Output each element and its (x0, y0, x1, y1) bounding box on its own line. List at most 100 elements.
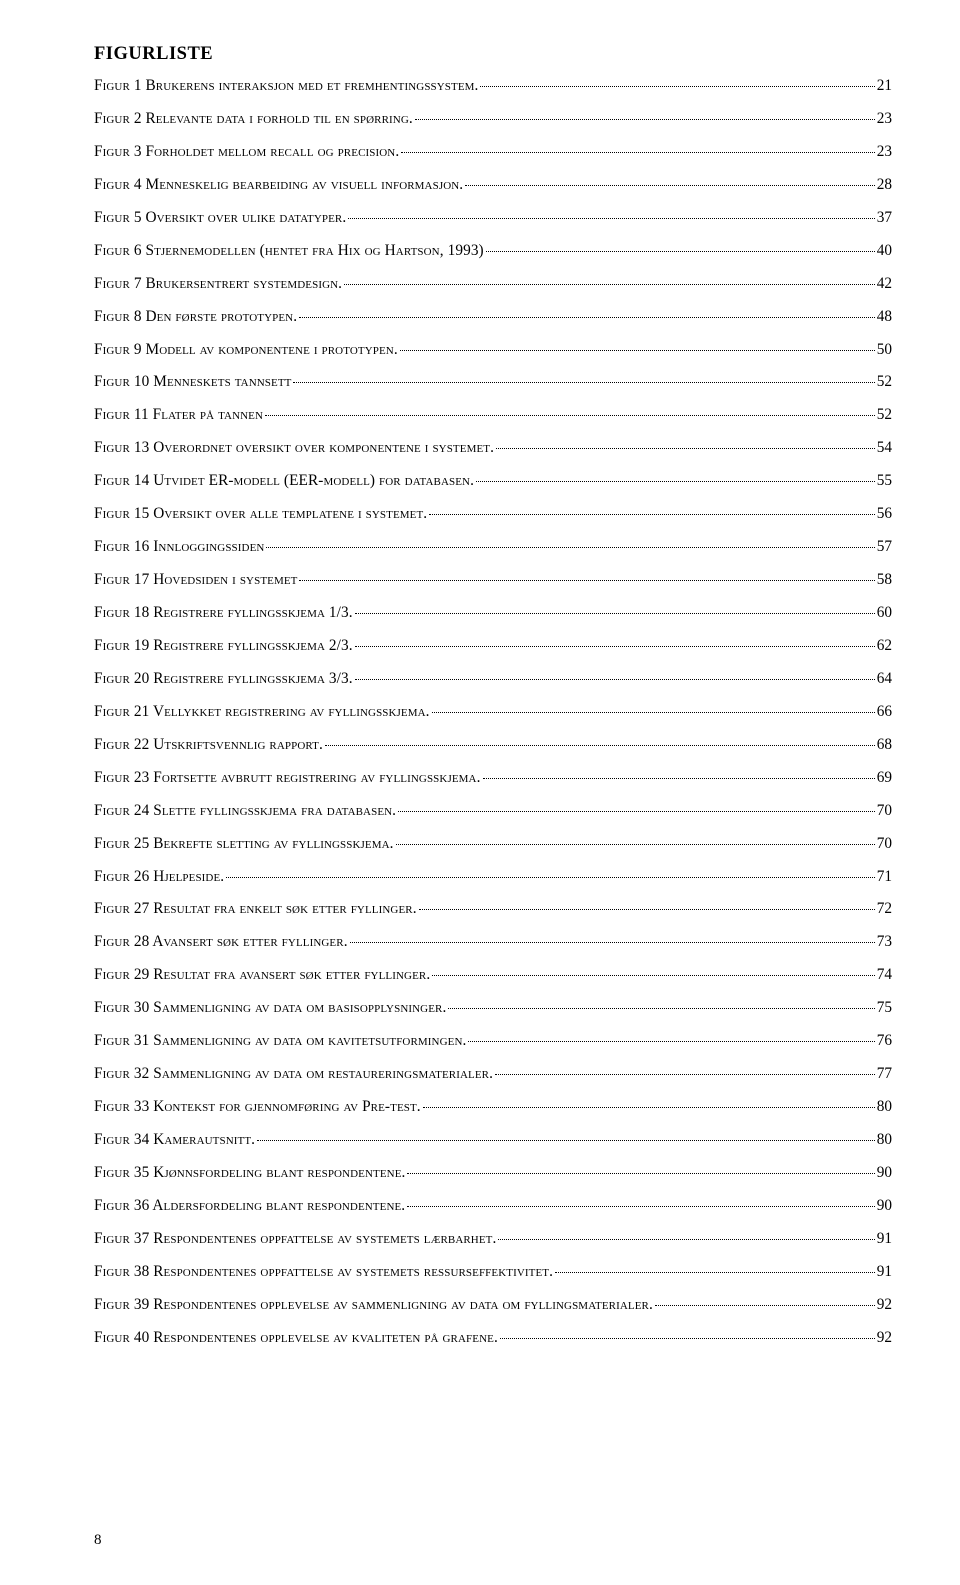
leader-dots (293, 373, 874, 383)
figure-entry: Figur 40 Respondentenes opplevelse av kv… (94, 1329, 892, 1347)
figure-entry-page: 66 (877, 703, 892, 721)
figure-entry-page: 92 (877, 1296, 892, 1314)
figure-entry-label: Figur 4 Menneskelig bearbeiding av visue… (94, 176, 463, 194)
figure-entry-label: Figur 2 Relevante data i forhold til en … (94, 110, 413, 128)
figure-entry: Figur 23 Fortsette avbrutt registrering … (94, 769, 892, 787)
figure-entry-label: Figur 19 Registrere fyllingsskjema 2/3. (94, 637, 353, 655)
figure-entry-page: 52 (877, 373, 892, 391)
figure-entry: Figur 15 Oversikt over alle templatene i… (94, 505, 892, 523)
figure-entry: Figur 21 Vellykket registrering av fylli… (94, 703, 892, 721)
figure-entry-page: 75 (877, 999, 892, 1017)
figure-entry: Figur 34 Kamerautsnitt. 80 (94, 1131, 892, 1149)
figure-entry: Figur 7 Brukersentrert systemdesign.42 (94, 275, 892, 293)
figure-entry-page: 58 (877, 571, 892, 589)
figure-entry: Figur 27 Resultat fra enkelt søk etter f… (94, 900, 892, 918)
figure-entry-page: 72 (877, 900, 892, 918)
figure-entry: Figur 37 Respondentenes oppfattelse av s… (94, 1230, 892, 1248)
leader-dots (348, 209, 874, 219)
figure-entry-page: 50 (877, 341, 892, 359)
figure-entry-label: Figur 20 Registrere fyllingsskjema 3/3. (94, 670, 353, 688)
figure-entry: Figur 36 Aldersfordeling blant responden… (94, 1197, 892, 1215)
leader-dots (266, 538, 874, 548)
figure-entry-page: 42 (877, 275, 892, 293)
figure-entry-label: Figur 26 Hjelpeside. (94, 868, 224, 886)
figure-entry-page: 23 (877, 110, 892, 128)
figure-entry-label: Figur 38 Respondentenes oppfattelse av s… (94, 1263, 553, 1281)
figure-entry-page: 74 (877, 966, 892, 984)
page-title: FIGURLISTE (94, 44, 892, 65)
figure-entry-label: Figur 10 Menneskets tannsett (94, 373, 291, 391)
figure-entry: Figur 38 Respondentenes oppfattelse av s… (94, 1263, 892, 1281)
figure-entry: Figur 13 Overordnet oversikt over kompon… (94, 439, 892, 457)
leader-dots (432, 703, 875, 713)
figure-entry-label: Figur 36 Aldersfordeling blant responden… (94, 1197, 405, 1215)
figure-entry-page: 80 (877, 1131, 892, 1149)
figure-entry-page: 71 (877, 868, 892, 886)
figure-entry-label: Figur 8 Den første prototypen. (94, 308, 297, 326)
figure-entry-page: 48 (877, 308, 892, 326)
leader-dots (486, 242, 875, 252)
figure-entry-page: 60 (877, 604, 892, 622)
figure-entry-label: Figur 39 Respondentenes opplevelse av sa… (94, 1296, 653, 1314)
figure-entry-page: 64 (877, 670, 892, 688)
figure-entry-label: Figur 40 Respondentenes opplevelse av kv… (94, 1329, 498, 1347)
figure-entry-label: Figur 21 Vellykket registrering av fylli… (94, 703, 430, 721)
figure-entry-label: Figur 16 Innloggingssiden (94, 538, 264, 556)
figure-entry-page: 21 (877, 77, 892, 95)
figure-entry-label: Figur 9 Modell av komponentene i prototy… (94, 341, 398, 359)
figure-entry-label: Figur 11 Flater på tannen (94, 406, 263, 424)
leader-dots (265, 406, 875, 416)
figure-entry-page: 62 (877, 637, 892, 655)
leader-dots (415, 110, 875, 120)
figure-entry-label: Figur 5 Oversikt over ulike datatyper. (94, 209, 346, 227)
figure-entry-label: Figur 15 Oversikt over alle templatene i… (94, 505, 427, 523)
figure-entry: Figur 2 Relevante data i forhold til en … (94, 110, 892, 128)
figure-entry-label: Figur 27 Resultat fra enkelt søk etter f… (94, 900, 417, 918)
figure-entry-page: 23 (877, 143, 892, 161)
figure-entry: Figur 31 Sammenligning av data om kavite… (94, 1032, 892, 1050)
figure-entry-page: 57 (877, 538, 892, 556)
figure-entry-label: Figur 32 Sammenligning av data om restau… (94, 1065, 493, 1083)
figure-entry: Figur 10 Menneskets tannsett 52 (94, 373, 892, 391)
figure-entry: Figur 29 Resultat fra avansert søk etter… (94, 966, 892, 984)
figure-entry-label: Figur 33 Kontekst for gjennomføring av P… (94, 1098, 421, 1116)
figure-entry-page: 40 (877, 242, 892, 260)
leader-dots (555, 1263, 875, 1273)
figure-entry-page: 92 (877, 1329, 892, 1347)
leader-dots (299, 571, 874, 581)
figure-entry: Figur 14 Utvidet ER-modell (EER-modell) … (94, 472, 892, 490)
figure-entry-label: Figur 31 Sammenligning av data om kavite… (94, 1032, 466, 1050)
leader-dots (432, 966, 874, 976)
figure-entry-label: Figur 30 Sammenligning av data om basiso… (94, 999, 446, 1017)
leader-dots (226, 867, 874, 877)
figure-entry-page: 28 (877, 176, 892, 194)
leader-dots (407, 1164, 874, 1174)
leader-dots (350, 933, 875, 943)
figure-entry-page: 55 (877, 472, 892, 490)
figure-entry: Figur 24 Slette fyllingsskjema fra datab… (94, 802, 892, 820)
leader-dots (355, 637, 875, 647)
figure-entry-label: Figur 35 Kjønnsfordeling blant responden… (94, 1164, 405, 1182)
figure-entry-page: 90 (877, 1164, 892, 1182)
figure-entry: Figur 20 Registrere fyllingsskjema 3/3. 6… (94, 670, 892, 688)
leader-dots (398, 801, 875, 811)
figure-entry-page: 91 (877, 1230, 892, 1248)
leader-dots (423, 1098, 875, 1108)
leader-dots (500, 1328, 875, 1338)
figure-entry-label: Figur 23 Fortsette avbrutt registrering … (94, 769, 481, 787)
figure-entry-label: Figur 34 Kamerautsnitt. (94, 1131, 255, 1149)
figure-entry-label: Figur 13 Overordnet oversikt over kompon… (94, 439, 494, 457)
figure-entry-label: Figur 37 Respondentenes oppfattelse av s… (94, 1230, 496, 1248)
figure-entry: Figur 25 Bekrefte sletting av fyllingssk… (94, 835, 892, 853)
figure-entry-label: Figur 24 Slette fyllingsskjema fra datab… (94, 802, 396, 820)
figure-entry-page: 70 (877, 835, 892, 853)
figure-entry: Figur 33 Kontekst for gjennomføring av P… (94, 1098, 892, 1116)
figure-entry-page: 73 (877, 933, 892, 951)
figure-entry-label: Figur 22 Utskriftsvennlig rapport. (94, 736, 323, 754)
figure-entry: Figur 28 Avansert søk etter fyllinger.73 (94, 933, 892, 951)
figure-entry-label: Figur 25 Bekrefte sletting av fyllingssk… (94, 835, 394, 853)
leader-dots (465, 176, 874, 186)
figure-entry: Figur 11 Flater på tannen52 (94, 406, 892, 424)
leader-dots (325, 736, 875, 746)
figure-entry: Figur 16 Innloggingssiden 57 (94, 538, 892, 556)
